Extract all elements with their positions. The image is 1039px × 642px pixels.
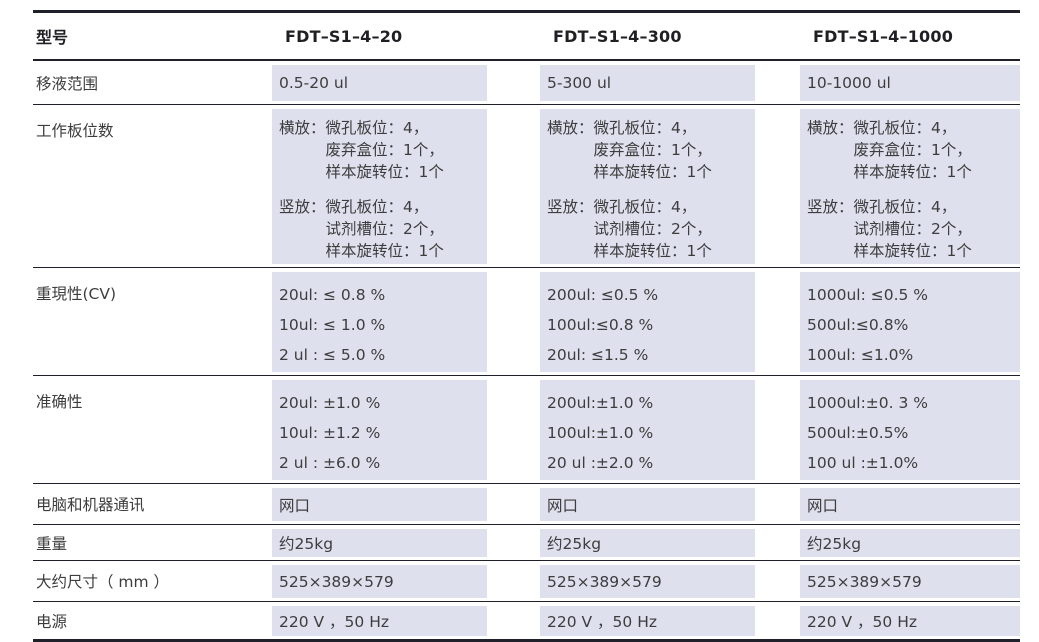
accuracy-values-3: 1000ul:±0. 3 % 500ul:±0.5% 100 ul :±1.0% xyxy=(800,380,1020,480)
row-communication: 电脑和机器通讯 网口 网口 网口 xyxy=(33,483,1020,524)
row-label: 电脑和机器通讯 xyxy=(36,496,145,514)
work-horizontal-lines: 横放：微孔板位：4， 废弃盒位：1个， 样本旋转位：1个 xyxy=(279,119,444,181)
row-label: 大约尺寸（ mm ） xyxy=(36,573,170,591)
row-work-positions: 工作板位数 横放：微孔板位：4， 废弃盒位：1个， 样本旋转位：1个 竖放：微孔… xyxy=(33,104,1020,267)
size-value-2: 525×389×579 xyxy=(540,565,755,598)
spec-cell: 525×389×579 xyxy=(540,561,800,601)
work-vertical-lines: 竖放：微孔板位：4， 试剂槽位：2个， 样本旋转位：1个 xyxy=(279,198,444,260)
range-value-2: 5-300 ul xyxy=(540,65,755,101)
weight-value-3: 约25kg xyxy=(800,529,1020,557)
cv-values-2: 200ul: ≤0.5 % 100ul:≤0.8 % 20ul: ≤1.5 % xyxy=(540,272,755,372)
accuracy-lines: 20ul: ±1.0 % 10ul: ±1.2 % 2 ul : ±6.0 % xyxy=(279,394,381,472)
spec-cell: 525×389×579 xyxy=(272,561,540,601)
spec-cell: 网口 xyxy=(800,484,1020,524)
power-value-1: 220 V ，50 Hz xyxy=(272,606,487,636)
work-vertical-lines: 竖放：微孔板位：4， 试剂槽位：2个， 样本旋转位：1个 xyxy=(547,198,712,260)
size-value-3: 525×389×579 xyxy=(800,565,1020,598)
row-pipetting-range: 移液范围 0.5-20 ul 5-300 ul 10-1000 ul xyxy=(33,59,1020,104)
spec-cell: 220 V ，50 Hz xyxy=(540,602,800,639)
row-label: 重量 xyxy=(36,534,68,553)
spec-cell: 10-1000 ul xyxy=(800,61,1020,104)
power-value-2: 220 V ，50 Hz xyxy=(540,606,755,636)
table-header-row: 型号 FDT–S1–4–20 FDT–S1–4–300 FDT–S1–4–100… xyxy=(33,13,1020,59)
power-value-3: 220 V ，50 Hz xyxy=(800,606,1020,636)
work-positions-2: 横放：微孔板位：4， 废弃盒位：1个， 样本旋转位：1个 竖放：微孔板位：4， … xyxy=(540,109,755,264)
spec-cell: 1000ul:±0. 3 % 500ul:±0.5% 100 ul :±1.0% xyxy=(800,376,1020,483)
spec-table: 型号 FDT–S1–4–20 FDT–S1–4–300 FDT–S1–4–100… xyxy=(33,10,1020,642)
spec-cell: 200ul:±1.0 % 100ul:±1.0 % 20 ul :±2.0 % xyxy=(540,376,800,483)
work-horizontal-lines: 横放：微孔板位：4， 废弃盒位：1个， 样本旋转位：1个 xyxy=(807,119,972,181)
spec-cell: 5-300 ul xyxy=(540,61,800,104)
spec-cell: 220 V ，50 Hz xyxy=(272,602,540,639)
spec-cell: 约25kg xyxy=(540,525,800,560)
spec-cell: 1000ul: ≤0.5 % 500ul:≤0.8% 100ul: ≤1.0% xyxy=(800,268,1020,375)
header-cell: FDT–S1–4–20 xyxy=(272,13,540,59)
model-name-2: FDT–S1–4–300 xyxy=(553,27,682,46)
cv-lines: 1000ul: ≤0.5 % 500ul:≤0.8% 100ul: ≤1.0% xyxy=(807,286,929,364)
row-label: 移液范围 xyxy=(36,74,99,93)
spec-cell: 20ul: ≤ 0.8 % 10ul: ≤ 1.0 % 2 ul : ≤ 5.0… xyxy=(272,268,540,375)
accuracy-values-2: 200ul:±1.0 % 100ul:±1.0 % 20 ul :±2.0 % xyxy=(540,380,755,480)
comm-value-2: 网口 xyxy=(540,488,755,521)
range-value-1: 0.5-20 ul xyxy=(272,65,487,101)
weight-value-2: 约25kg xyxy=(540,529,755,557)
row-reproducibility-cv: 重現性(CV) 20ul: ≤ 0.8 % 10ul: ≤ 1.0 % 2 ul… xyxy=(33,267,1020,375)
comm-value-3: 网口 xyxy=(800,488,1020,521)
weight-value-1: 约25kg xyxy=(272,529,487,557)
row-label: 电源 xyxy=(36,612,68,631)
accuracy-lines: 1000ul:±0. 3 % 500ul:±0.5% 100 ul :±1.0% xyxy=(807,394,929,472)
model-name-1: FDT–S1–4–20 xyxy=(285,27,403,46)
spec-cell: 网口 xyxy=(272,484,540,524)
spec-cell: 20ul: ±1.0 % 10ul: ±1.2 % 2 ul : ±6.0 % xyxy=(272,376,540,483)
spec-cell: 200ul: ≤0.5 % 100ul:≤0.8 % 20ul: ≤1.5 % xyxy=(540,268,800,375)
spec-cell: 约25kg xyxy=(800,525,1020,560)
row-accuracy: 准确性 20ul: ±1.0 % 10ul: ±1.2 % 2 ul : ±6.… xyxy=(33,375,1020,483)
accuracy-lines: 200ul:±1.0 % 100ul:±1.0 % 20 ul :±2.0 % xyxy=(547,394,654,472)
spec-cell: 横放：微孔板位：4， 废弃盒位：1个， 样本旋转位：1个 竖放：微孔板位：4， … xyxy=(540,105,800,267)
spec-cell: 横放：微孔板位：4， 废弃盒位：1个， 样本旋转位：1个 竖放：微孔板位：4， … xyxy=(272,105,540,267)
cv-values-3: 1000ul: ≤0.5 % 500ul:≤0.8% 100ul: ≤1.0% xyxy=(800,272,1020,372)
work-positions-3: 横放：微孔板位：4， 废弃盒位：1个， 样本旋转位：1个 竖放：微孔板位：4， … xyxy=(800,109,1020,264)
spec-cell: 约25kg xyxy=(272,525,540,560)
header-model-label: 型号 xyxy=(36,28,69,47)
spec-cell: 220 V ，50 Hz xyxy=(800,602,1020,639)
spec-cell: 网口 xyxy=(540,484,800,524)
range-value-3: 10-1000 ul xyxy=(800,65,1020,101)
spec-cell: 横放：微孔板位：4， 废弃盒位：1个， 样本旋转位：1个 竖放：微孔板位：4， … xyxy=(800,105,1020,267)
header-cell: FDT–S1–4–1000 xyxy=(800,13,1020,59)
row-label: 重現性(CV) xyxy=(36,285,117,303)
work-positions-1: 横放：微孔板位：4， 废弃盒位：1个， 样本旋转位：1个 竖放：微孔板位：4， … xyxy=(272,109,487,264)
cv-lines: 200ul: ≤0.5 % 100ul:≤0.8 % 20ul: ≤1.5 % xyxy=(547,286,659,364)
accuracy-values-1: 20ul: ±1.0 % 10ul: ±1.2 % 2 ul : ±6.0 % xyxy=(272,380,487,480)
size-value-1: 525×389×579 xyxy=(272,565,487,598)
header-cell: FDT–S1–4–300 xyxy=(540,13,800,59)
spec-cell: 0.5-20 ul xyxy=(272,61,540,104)
row-weight: 重量 约25kg 约25kg 约25kg xyxy=(33,524,1020,560)
work-vertical-lines: 竖放：微孔板位：4， 试剂槽位：2个， 样本旋转位：1个 xyxy=(807,198,972,260)
cv-lines: 20ul: ≤ 0.8 % 10ul: ≤ 1.0 % 2 ul : ≤ 5.0… xyxy=(279,286,386,364)
spec-cell: 525×389×579 xyxy=(800,561,1020,601)
model-name-3: FDT–S1–4–1000 xyxy=(813,27,954,46)
comm-value-1: 网口 xyxy=(272,488,487,521)
cv-values-1: 20ul: ≤ 0.8 % 10ul: ≤ 1.0 % 2 ul : ≤ 5.0… xyxy=(272,272,487,372)
row-label: 准确性 xyxy=(36,393,83,411)
row-dimensions: 大约尺寸（ mm ） 525×389×579 525×389×579 525×3… xyxy=(33,560,1020,601)
row-label: 工作板位数 xyxy=(36,122,114,140)
work-horizontal-lines: 横放：微孔板位：4， 废弃盒位：1个， 样本旋转位：1个 xyxy=(547,119,712,181)
